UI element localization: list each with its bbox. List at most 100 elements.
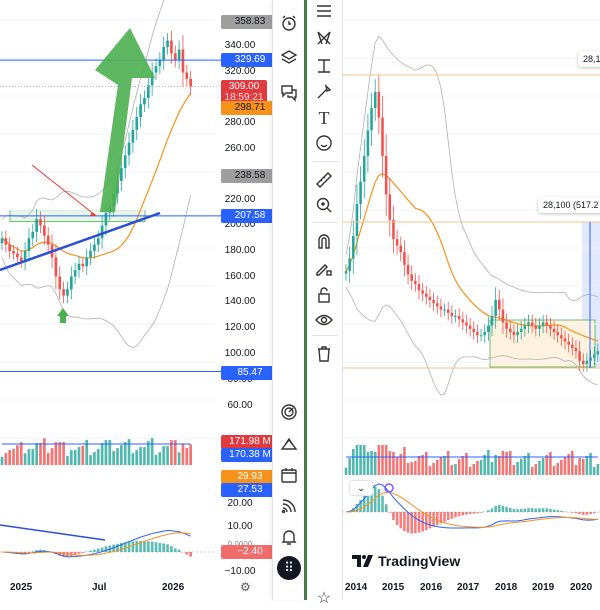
macd-histogram-bar (549, 509, 552, 512)
menu-lines-icon[interactable] (312, 0, 336, 24)
volume-bar (410, 462, 413, 475)
toolbar-divider (312, 222, 338, 223)
volume-bar (93, 452, 96, 465)
macd-histogram-bar (578, 512, 581, 514)
volume-bar (51, 448, 54, 465)
volume-bar (345, 468, 348, 475)
macd-histogram-bar (589, 512, 592, 514)
macd-histogram-bar (487, 510, 490, 512)
candle-body (143, 98, 146, 104)
volume-bar (66, 456, 69, 465)
alarm-clock-icon[interactable] (277, 11, 301, 35)
time-tick: 2017 (457, 582, 479, 593)
apps-grid-icon[interactable]: ⠿ (277, 556, 301, 580)
macd-histogram-bar (593, 512, 596, 513)
volume-bar (374, 452, 377, 475)
candle-body (414, 281, 417, 284)
eye-icon[interactable] (312, 308, 336, 332)
volume-bar (162, 446, 165, 465)
small-green-arrow (57, 308, 69, 323)
candle-body (440, 306, 443, 309)
candle-body (1, 238, 4, 243)
star-icon[interactable]: ☆ (312, 586, 336, 610)
layers-icon[interactable] (277, 45, 301, 69)
hotlist-icon[interactable] (277, 400, 301, 424)
brush-icon[interactable] (312, 80, 336, 104)
lock-draw-icon[interactable] (312, 256, 336, 280)
volume-bar (352, 449, 355, 475)
range-icon[interactable] (312, 54, 336, 78)
candle-body (55, 257, 58, 276)
calendar-icon[interactable] (277, 463, 301, 487)
macd-histogram-bar (418, 512, 421, 533)
candle-body (436, 303, 439, 306)
volume-bar (1, 457, 4, 465)
left-chart-pane[interactable]: 340.00 320.00 280.00 260.00 220.00 200.0… (0, 0, 272, 600)
candle-body (571, 345, 574, 348)
unlock-icon[interactable] (312, 283, 336, 307)
candle-body (174, 53, 177, 59)
volume-bar (356, 445, 359, 475)
volume-bar (55, 442, 58, 465)
candle-body (513, 332, 516, 335)
volume-bar (575, 465, 578, 475)
right-chart-canvas[interactable] (342, 0, 600, 600)
candle-body (524, 326, 527, 329)
volume-bar (535, 464, 538, 475)
chat-icon[interactable] (277, 80, 301, 104)
trash-icon[interactable] (312, 342, 336, 366)
measure-label: 28,100 (517.2 (538, 197, 600, 213)
candle-body (28, 238, 31, 251)
volume-bar (58, 442, 61, 465)
candle-body (399, 246, 402, 252)
zoom-in-icon[interactable] (312, 193, 336, 217)
price-tick: 260.00 (210, 143, 270, 154)
candle-body (147, 85, 150, 98)
volume-bar (132, 453, 135, 465)
ruler-icon[interactable] (312, 168, 336, 192)
volume-bar (159, 452, 162, 465)
pattern-icon[interactable] (312, 26, 336, 50)
volume-bar (480, 460, 483, 475)
volume-bar (348, 458, 351, 475)
volume-bar (414, 461, 417, 475)
volume-bar (476, 461, 479, 475)
volume-bar (389, 451, 392, 475)
bell-icon[interactable] (277, 525, 301, 549)
chevron-down-icon[interactable]: ⌄ (349, 480, 373, 496)
right-chart-pane[interactable]: 28,1 28,100 (517.2 ⌄ TradingView 2014 20… (342, 0, 600, 600)
macd-histogram-bar (472, 512, 475, 514)
candle-body (491, 316, 494, 326)
candle-body (128, 143, 131, 156)
toolbar-divider (312, 335, 338, 336)
magnet-icon[interactable] (312, 229, 336, 253)
volume-bar (582, 459, 585, 475)
text-icon[interactable]: T (312, 106, 336, 130)
candle-body (35, 219, 38, 232)
emoji-icon[interactable] (312, 131, 336, 155)
volume-bar (12, 449, 15, 465)
volume-bar (124, 442, 127, 465)
volume-bar (359, 445, 362, 475)
candle-body (178, 50, 181, 60)
macd-histogram-bar (78, 552, 81, 554)
volume-bar (516, 462, 519, 475)
price-tick: 220.00 (210, 194, 270, 205)
volume-bar (472, 464, 475, 475)
macd-tick: 10.00 (210, 521, 270, 532)
volume-bar (407, 463, 410, 475)
candle-body (101, 226, 104, 239)
settings-gear-icon[interactable]: ⚙ (240, 580, 251, 594)
candle-body (381, 118, 384, 156)
candle-body (47, 236, 50, 245)
candle-body (58, 277, 61, 290)
macd-histogram-bar (185, 552, 188, 555)
volume-bar (381, 445, 384, 475)
volume-tag: 171.98 M (221, 435, 279, 449)
macd-histogram-bar (31, 551, 34, 552)
ideas-icon[interactable] (277, 431, 301, 455)
stream-icon[interactable] (277, 494, 301, 518)
candle-body (189, 79, 192, 87)
volume-bar (139, 447, 142, 465)
candle-body (578, 351, 581, 361)
